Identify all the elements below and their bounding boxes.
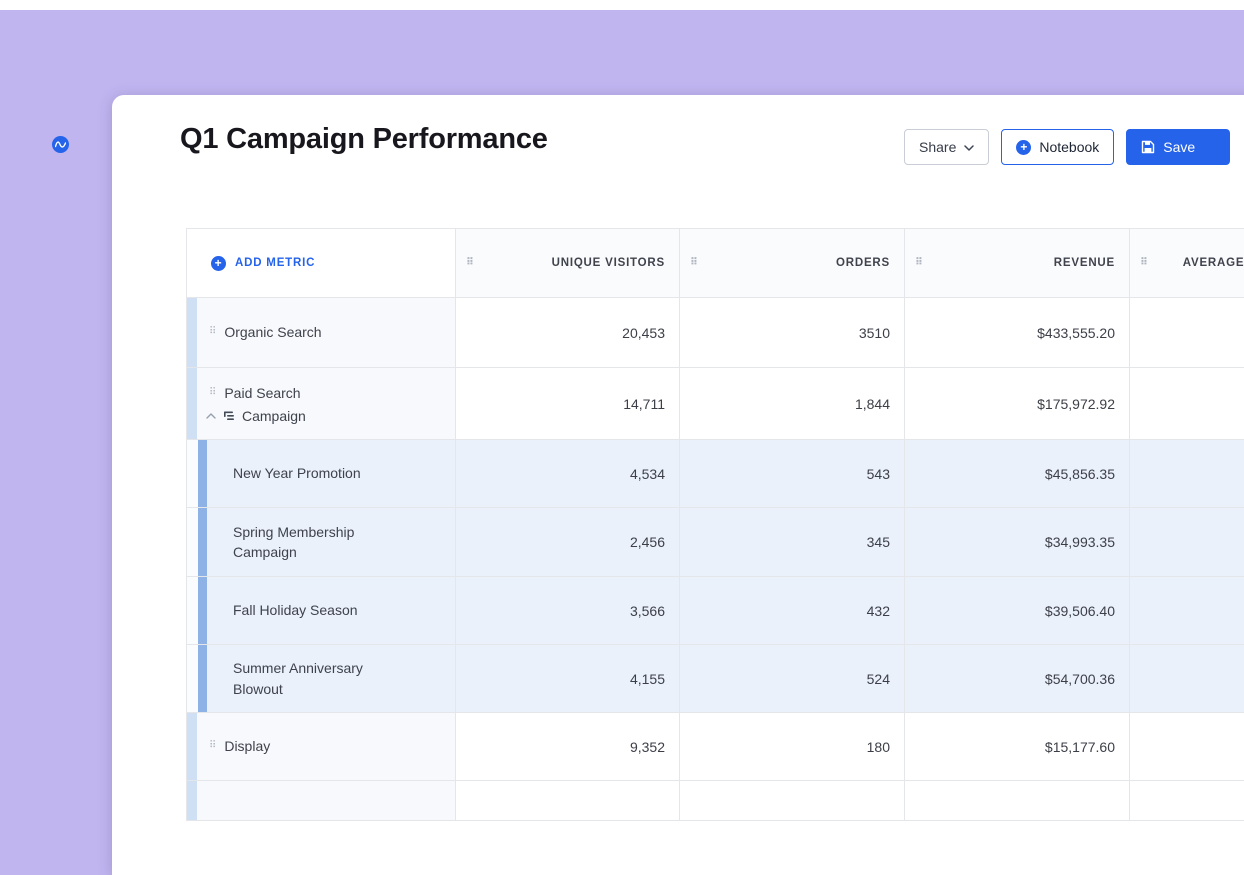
- add-metric-label: ADD METRIC: [235, 257, 316, 269]
- chevron-down-icon: [964, 144, 975, 151]
- column-header-label: AVERAGE ORDER VALUE: [1182, 257, 1244, 269]
- metric-name-cell[interactable]: New Year Promotion: [186, 440, 456, 508]
- metric-name-cell[interactable]: Spring Membership Campaign: [186, 508, 456, 577]
- metric-value-unique-visitors: 20,453: [456, 298, 680, 368]
- metric-value-unique-visitors: 14,711: [456, 368, 680, 440]
- metric-value-average-order-value: [1130, 298, 1244, 368]
- wave-logo-icon: [55, 141, 66, 148]
- metric-name-cell[interactable]: ⠿ Organic Search: [186, 298, 456, 368]
- table-row[interactable]: Fall Holiday Season 3,566 432 $39,506.40: [186, 577, 1244, 645]
- share-button-label: Share: [919, 139, 957, 155]
- save-floppy-icon: [1142, 140, 1155, 154]
- metric-value-revenue: $15,177.60: [905, 713, 1130, 781]
- metric-value-unique-visitors: 9,352: [456, 713, 680, 781]
- metric-name-cell[interactable]: ⠿ Paid Search: [186, 368, 456, 440]
- metric-value-average-order-value: [1130, 645, 1244, 713]
- column-header-revenue[interactable]: ⠿ REVENUE: [905, 228, 1130, 298]
- drag-handle-icon[interactable]: ⠿: [209, 740, 217, 752]
- metric-value-revenue: $54,700.36: [905, 645, 1130, 713]
- column-header-label: ORDERS: [835, 257, 890, 269]
- metric-name: Spring Membership Campaign: [233, 523, 355, 560]
- column-header-label: UNIQUE VISITORS: [551, 257, 665, 269]
- groupby-row[interactable]: Campaign: [206, 408, 306, 424]
- top-strip: [0, 0, 1244, 10]
- table-row[interactable]: Spring Membership Campaign 2,456 345 $34…: [186, 508, 1244, 577]
- metric-value-orders: 543: [680, 440, 905, 508]
- metric-value-revenue: $34,993.35: [905, 508, 1130, 577]
- metric-value-revenue: $45,856.35: [905, 440, 1130, 508]
- metric-value-average-order-value: [1130, 713, 1244, 781]
- plus-circle-icon: +: [211, 255, 226, 271]
- metric-name: Organic Search: [224, 324, 322, 341]
- metric-value-unique-visitors: 3,566: [456, 577, 680, 645]
- content-card: Q1 Campaign Performance Share + Notebook…: [112, 95, 1244, 875]
- column-header-unique-visitors[interactable]: ⠿ UNIQUE VISITORS: [456, 228, 680, 298]
- metric-name-cell[interactable]: Fall Holiday Season: [186, 577, 456, 645]
- drag-handle-icon[interactable]: ⠿: [690, 257, 699, 268]
- metric-name-cell[interactable]: Summer Anniversary Blowout: [186, 645, 456, 713]
- drag-handle-icon[interactable]: ⠿: [915, 257, 924, 268]
- column-header-average-order-value[interactable]: ⠿ AVERAGE ORDER VALUE: [1130, 228, 1244, 298]
- metric-value-revenue: $175,972.92: [905, 368, 1130, 440]
- metric-name-cell: [186, 781, 456, 821]
- table-row[interactable]: ⠿ Display 9,352 180 $15,177.60: [186, 713, 1244, 781]
- analytics-app-icon[interactable]: [52, 136, 69, 153]
- metric-value-orders: 180: [680, 713, 905, 781]
- metric-value-orders: 432: [680, 577, 905, 645]
- metric-value-average-order-value: [1130, 508, 1244, 577]
- table-row[interactable]: ⠿ Organic Search 20,453 3510 $433,555.20: [186, 298, 1244, 368]
- metric-value-average-order-value: [1130, 577, 1244, 645]
- metric-value-unique-visitors: 4,155: [456, 645, 680, 713]
- metric-value-average-order-value: [1130, 440, 1244, 508]
- column-header-label: REVENUE: [1053, 257, 1115, 269]
- metric-value-revenue: $433,555.20: [905, 298, 1130, 368]
- table-row-partial: [186, 781, 1244, 821]
- table-row[interactable]: ⠿ Paid Search: [186, 368, 1244, 440]
- add-metric-button[interactable]: + ADD METRIC: [186, 228, 456, 298]
- metric-value-orders: 3510: [680, 298, 905, 368]
- table-header-row: + ADD METRIC ⠿ UNIQUE VISITORS ⠿ ORDERS …: [186, 228, 1244, 298]
- notebook-button-label: Notebook: [1039, 139, 1100, 155]
- share-button[interactable]: Share: [904, 129, 990, 165]
- column-header-orders[interactable]: ⠿ ORDERS: [680, 228, 905, 298]
- drag-handle-icon[interactable]: ⠿: [1140, 257, 1149, 268]
- table-body: ⠿ Organic Search 20,453 3510 $433,555.20…: [186, 298, 1244, 781]
- metric-name: Summer Anniversary Blowout: [233, 660, 363, 697]
- drag-handle-icon[interactable]: ⠿: [466, 257, 475, 268]
- metric-value-orders: 524: [680, 645, 905, 713]
- metric-value-unique-visitors: 4,534: [456, 440, 680, 508]
- metric-value-unique-visitors: 2,456: [456, 508, 680, 577]
- metric-name: Display: [224, 738, 271, 755]
- metric-value-revenue: $39,506.40: [905, 577, 1130, 645]
- page-title: Q1 Campaign Performance: [180, 123, 548, 155]
- drag-handle-icon[interactable]: ⠿: [209, 387, 217, 399]
- metric-value-average-order-value: [1130, 368, 1244, 440]
- metric-name: Fall Holiday Season: [233, 602, 358, 619]
- groupby-label: Campaign: [242, 407, 306, 424]
- save-button[interactable]: Save: [1126, 129, 1231, 165]
- metrics-table: + ADD METRIC ⠿ UNIQUE VISITORS ⠿ ORDERS …: [186, 228, 1244, 821]
- drag-handle-icon[interactable]: ⠿: [209, 326, 217, 338]
- save-button-label: Save: [1163, 139, 1196, 155]
- groupby-icon: [223, 410, 235, 421]
- table-row[interactable]: New Year Promotion 4,534 543 $45,856.35: [186, 440, 1244, 508]
- metric-value-orders: 1,844: [680, 368, 905, 440]
- table-row[interactable]: Summer Anniversary Blowout 4,155 524 $54…: [186, 645, 1244, 713]
- notebook-button[interactable]: + Notebook: [1001, 129, 1115, 165]
- metric-value-orders: 345: [680, 508, 905, 577]
- metric-name-cell[interactable]: ⠿ Display: [186, 713, 456, 781]
- metric-name: Paid Search: [224, 385, 301, 402]
- metric-name: New Year Promotion: [233, 465, 361, 482]
- collapse-caret-icon[interactable]: [206, 412, 216, 419]
- header-actions: Share + Notebook Save: [904, 129, 1231, 165]
- plus-circle-icon: +: [1016, 139, 1032, 155]
